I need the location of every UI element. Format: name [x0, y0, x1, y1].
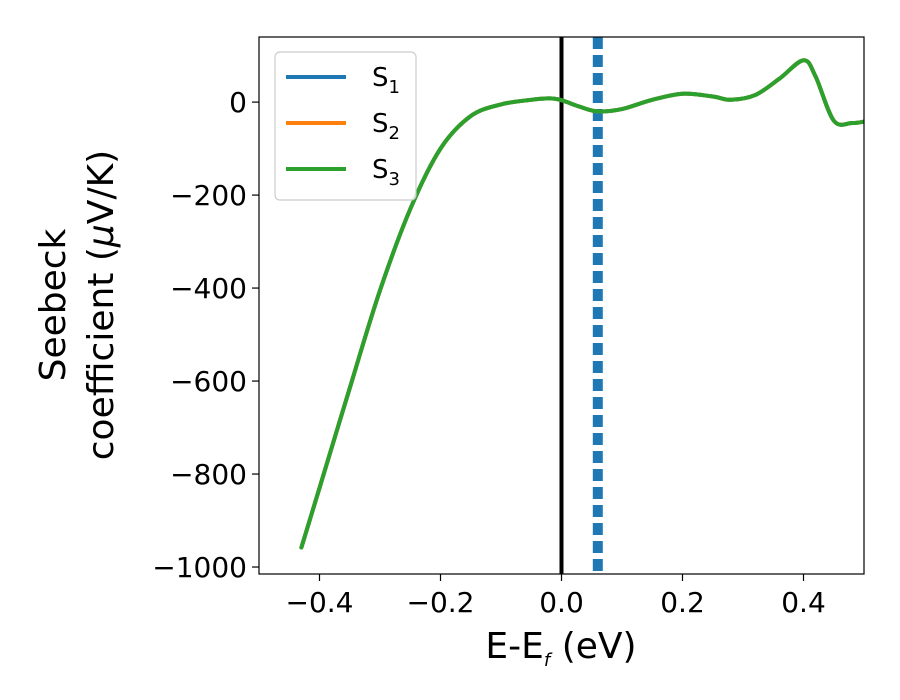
y-tick-label: −200: [170, 179, 247, 212]
y-tick-label: 0: [229, 86, 247, 119]
y-tick-label: −600: [170, 365, 247, 398]
x-axis-label: E-Ef (eV): [485, 626, 636, 671]
legend-label-s3: S3: [372, 155, 400, 190]
y-tick-label: −400: [170, 272, 247, 305]
legend-label-s2: S2: [372, 109, 400, 144]
x-tick-label: 0.4: [781, 586, 826, 619]
y-tick-label: −1000: [152, 551, 247, 584]
x-tick-label: −0.4: [286, 586, 354, 619]
series-line-s3: [299, 58, 864, 550]
x-tick-label: 0.2: [660, 586, 705, 619]
x-tick-label: 0.0: [539, 586, 584, 619]
legend-box: [274, 51, 417, 201]
y-axis-label-line2: coefficient (μV/K): [81, 150, 122, 460]
x-tick-label: −0.2: [407, 586, 475, 619]
y-axis-label-line1: Seebeck: [33, 228, 74, 381]
legend: S1 S2 S3: [274, 51, 417, 201]
plot-area: [299, 37, 864, 574]
ticks: −0.4 −0.2 0.0 0.2 0.4 0 −200 −400 −600 −800 −1000: [152, 86, 825, 619]
y-tick-label: −800: [170, 458, 247, 491]
legend-label-s1: S1: [372, 63, 400, 98]
